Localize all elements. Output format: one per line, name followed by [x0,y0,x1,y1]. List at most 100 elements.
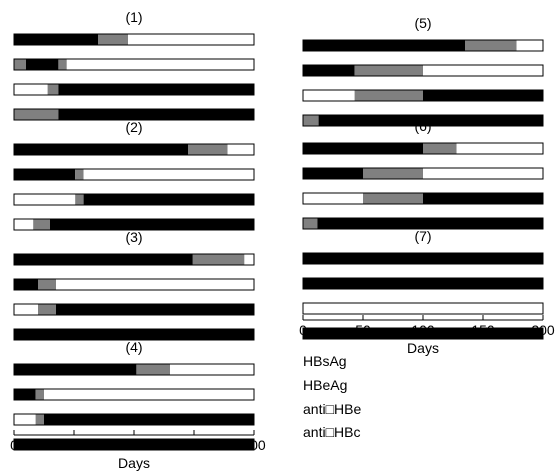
bar-segment [188,144,228,155]
bar-outline [302,167,544,180]
bar-outline [302,302,544,315]
marker-label: anti□HBc [303,424,360,440]
bar-segment [318,115,543,126]
bar-segment [423,143,457,154]
bar-segment [47,84,59,95]
panel-label: (4) [125,339,142,355]
bar-segment [423,90,543,101]
x-tick-label: 0 [299,322,307,338]
bar-outline [302,327,544,340]
bar-outline [13,58,255,71]
bar-segment [303,40,465,51]
bar-segment [98,34,128,45]
bar-outline [13,83,255,96]
bar-segment [14,389,36,400]
x-tick-label: 150 [471,322,495,338]
bar-segment [56,279,254,290]
bar-segment [303,278,543,289]
bar-segment [56,304,254,315]
bar-segment [456,143,543,154]
bar-segment [66,59,254,70]
bar-segment [58,59,67,70]
bar-segment [14,439,254,450]
bar-segment [58,109,255,120]
bar-segment [465,40,517,51]
bar-segment [26,59,59,70]
marker-label: HBsAg [303,353,347,369]
bar-segment [303,65,355,76]
bar-outline [13,438,255,451]
bar-outline [302,192,544,205]
bar-segment [423,65,543,76]
bar-segment [303,328,543,339]
bar-outline [13,303,255,316]
bar-segment [516,40,543,51]
panel-label: (6) [414,118,431,134]
bar-segment [14,144,188,155]
bar-segment [423,168,543,179]
x-tick-label: 0 [10,437,18,453]
bar-segment [83,194,254,205]
bar-segment [303,218,318,229]
bar-segment [14,329,254,340]
bar-segment [44,389,254,400]
panel-label: (2) [125,119,142,135]
x-tick-label: 200 [242,437,266,453]
x-axis-label: Days [407,340,439,356]
bar-segment [14,254,193,265]
bar-segment [363,193,423,204]
bar-segment [317,218,543,229]
x-tick-label: 150 [182,437,206,453]
bar-segment [354,65,423,76]
bar-segment [75,169,84,180]
bar-segment [14,194,76,205]
panel-label: (1) [125,9,142,25]
bar-segment [14,169,76,180]
bar-outline [302,114,544,127]
panel-label: (3) [125,229,142,245]
bar-outline [302,142,544,155]
bar-outline [13,388,255,401]
bar-segment [170,364,254,375]
bar-segment [38,304,56,315]
bar-segment [14,364,137,375]
bar-outline [13,413,255,426]
panel-label: (5) [414,15,431,31]
bar-segment [423,193,543,204]
bar-segment [14,59,26,70]
bar-outline [302,89,544,102]
bar-outline [302,39,544,52]
bar-outline [13,193,255,206]
bar-outline [13,33,255,46]
bar-segment [38,279,56,290]
bar-outline [13,108,255,121]
bar-segment [14,279,38,290]
marker-label: anti□HBe [303,401,361,417]
x-tick-label: 200 [531,322,555,338]
bar-segment [303,168,363,179]
bar-segment [303,193,363,204]
bar-outline [13,363,255,376]
bar-segment [14,84,48,95]
bar-segment [14,109,59,120]
bar-outline [13,328,255,341]
bar-outline [13,168,255,181]
x-tick-label: 50 [66,437,82,453]
bar-segment [14,34,98,45]
x-tick-label: 100 [411,322,435,338]
bar-segment [75,194,84,205]
x-tick-label: 100 [122,437,146,453]
bar-segment [33,219,50,230]
bar-segment [35,389,44,400]
panel-label: (7) [414,228,431,244]
marker-label: HBeAg [303,377,347,393]
bar-segment [192,254,245,265]
bar-segment [136,364,170,375]
bar-segment [303,253,543,264]
bar-segment [303,143,423,154]
bar-outline [13,143,255,156]
bar-segment [363,168,423,179]
bar-outline [13,253,255,266]
x-tick-label: 50 [355,322,371,338]
